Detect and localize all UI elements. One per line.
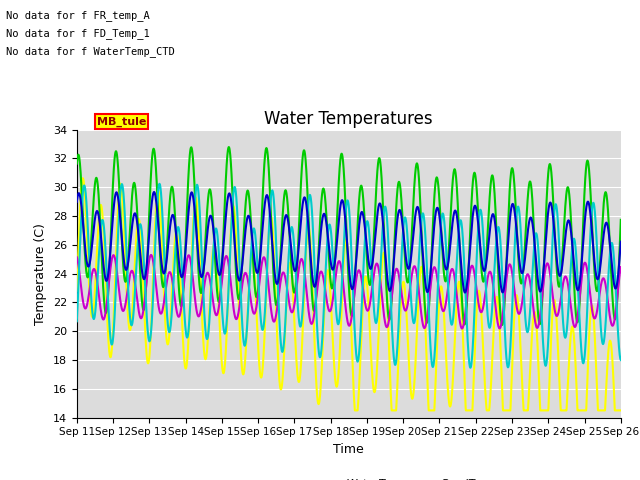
Text: No data for f FD_Temp_1: No data for f FD_Temp_1 bbox=[6, 28, 150, 39]
Y-axis label: Temperature (C): Temperature (C) bbox=[35, 223, 47, 324]
Legend: FR_temp_B, FR_temp_C, WaterT, CondTemp, MDTemp_A: FR_temp_B, FR_temp_C, WaterT, CondTemp, … bbox=[81, 475, 617, 480]
Text: No data for f WaterTemp_CTD: No data for f WaterTemp_CTD bbox=[6, 46, 175, 57]
Text: No data for f FR_temp_A: No data for f FR_temp_A bbox=[6, 10, 150, 21]
Text: MB_tule: MB_tule bbox=[97, 117, 146, 127]
Title: Water Temperatures: Water Temperatures bbox=[264, 110, 433, 128]
X-axis label: Time: Time bbox=[333, 443, 364, 456]
